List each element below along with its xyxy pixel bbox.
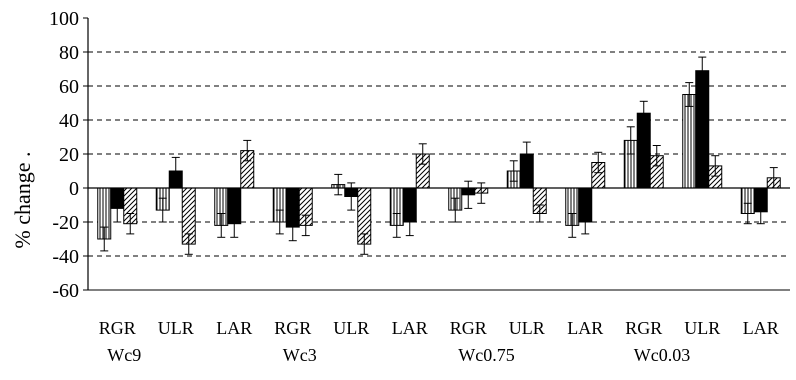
category-label: RGR [625,318,662,338]
category-label: LAR [392,318,428,338]
category-label: LAR [743,318,779,338]
group-label: Wc0.75 [458,345,514,365]
y-tick-label: 80 [59,42,79,64]
bar [682,94,697,189]
labels: -60 -40 -20 0 20 40 60 80 100 RGR ULR LAR RGR ULR LAR R… [49,8,779,365]
group-label: Wc3 [283,345,317,365]
y-tick-label: 100 [49,8,79,30]
y-axis-title: % change . [10,151,35,248]
y-tick-label: 60 [59,76,79,98]
category-label: ULR [684,318,720,338]
category-label: RGR [99,318,136,338]
y-tick-label: -20 [52,212,79,234]
category-label: LAR [567,318,603,338]
category-label: ULR [509,318,545,338]
group-label: Wc0.03 [634,345,690,365]
category-label: ULR [158,318,194,338]
y-tick-label: 40 [59,110,79,132]
bars [97,56,781,255]
gridlines [88,51,790,257]
y-tick-label: -40 [52,246,79,268]
group-label: Wc9 [107,345,141,365]
axes [83,17,790,291]
category-label: ULR [333,318,369,338]
bar [695,70,710,189]
y-tick-label: -60 [52,280,79,302]
category-label: RGR [450,318,487,338]
category-label: RGR [274,318,311,338]
y-tick-label: 20 [59,144,79,166]
category-label: LAR [216,318,252,338]
y-tick-label: 0 [69,178,79,200]
